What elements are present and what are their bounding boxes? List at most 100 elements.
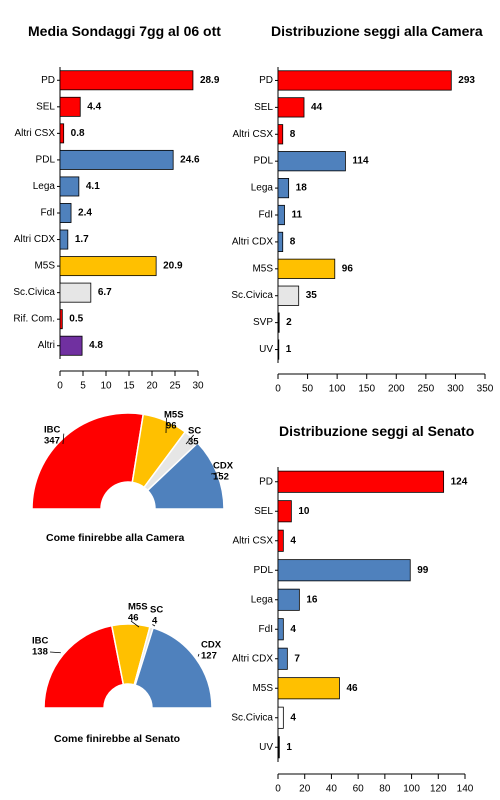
- value-label: 1.7: [75, 234, 89, 245]
- category-label: Altri CDX: [232, 653, 273, 664]
- value-label: 293: [458, 75, 475, 86]
- bar: [59, 203, 72, 223]
- slice-value-label: 127: [201, 651, 217, 662]
- value-label: 11: [292, 210, 303, 221]
- bar: [59, 176, 80, 197]
- bar-chart-0: [57, 67, 199, 376]
- camera-halfpie-caption: Come finirebbe alla Camera: [46, 532, 185, 544]
- value-label: 1: [286, 742, 292, 753]
- category-label: PD: [259, 476, 273, 487]
- leader-line: [62, 433, 65, 445]
- value-label: 8: [290, 236, 296, 247]
- bar: [277, 500, 292, 523]
- slice-name-label: CDX: [213, 461, 234, 472]
- value-label: 10: [298, 506, 310, 517]
- value-label: 35: [306, 290, 318, 301]
- slice-value-label: 46: [128, 613, 139, 624]
- slice-cdx: [134, 626, 213, 709]
- bar: [277, 231, 284, 252]
- bar: [277, 706, 284, 729]
- bar: [277, 178, 290, 199]
- bar: [277, 339, 280, 360]
- slice-value-label: 35: [188, 437, 199, 448]
- x-tick-label: 300: [447, 384, 464, 395]
- x-tick-label: 15: [123, 381, 135, 392]
- x-tick-label: 10: [100, 381, 112, 392]
- bar-chart-2: [275, 467, 466, 779]
- bar: [277, 529, 284, 552]
- bar: [277, 124, 284, 145]
- bar: [277, 258, 336, 279]
- value-label: 44: [311, 102, 323, 113]
- bar: [59, 282, 92, 303]
- category-label: FdI: [259, 210, 273, 221]
- bar: [277, 204, 285, 226]
- bar: [277, 97, 305, 118]
- bar: [277, 559, 411, 582]
- category-label: Altri CDX: [232, 236, 273, 247]
- x-tick-label: 50: [302, 384, 314, 395]
- category-label: PDL: [254, 565, 274, 576]
- leader-line: [49, 651, 61, 654]
- leader-line: [185, 434, 194, 445]
- bar: [277, 736, 280, 759]
- bar: [59, 96, 81, 117]
- slice-ibc: [31, 412, 145, 510]
- category-label: PD: [41, 75, 55, 86]
- category-label: PD: [259, 75, 273, 86]
- value-label: 16: [306, 594, 318, 605]
- value-label: 4: [290, 535, 296, 546]
- x-tick-label: 0: [275, 784, 281, 795]
- category-label: Altri CDX: [14, 234, 55, 245]
- poll-chart-title: Media Sondaggi 7gg al 06 ott: [28, 23, 221, 39]
- x-tick-label: 120: [430, 784, 447, 795]
- slice-name-label: IBC: [44, 425, 61, 436]
- value-label: 28.9: [200, 75, 220, 86]
- category-label: M5S: [252, 683, 273, 694]
- x-tick-label: 0: [275, 384, 281, 395]
- category-label: SVP: [253, 317, 273, 328]
- half-donut-4: [43, 620, 213, 709]
- category-label: SEL: [36, 101, 55, 112]
- x-tick-label: 25: [169, 381, 181, 392]
- value-label: 4: [290, 624, 296, 635]
- value-label: 24.6: [180, 154, 200, 165]
- value-label: 99: [417, 565, 429, 576]
- category-label: PDL: [254, 156, 274, 167]
- x-tick-label: 250: [418, 384, 435, 395]
- category-label: Sc.Civica: [231, 290, 273, 301]
- value-label: 18: [296, 183, 308, 194]
- slice-name-label: M5S: [164, 410, 184, 421]
- value-label: 0.8: [71, 128, 85, 139]
- bar: [277, 618, 284, 641]
- category-label: M5S: [252, 263, 273, 274]
- leader-line: [130, 620, 140, 628]
- value-label: 124: [451, 476, 468, 487]
- category-label: Lega: [33, 181, 56, 192]
- bar: [59, 70, 194, 91]
- bar: [59, 256, 157, 277]
- value-label: 2: [286, 317, 292, 328]
- category-label: Rif. Com.: [13, 314, 55, 325]
- category-label: PDL: [36, 154, 56, 165]
- bar: [277, 588, 300, 611]
- value-label: 6.7: [98, 287, 112, 298]
- value-label: 4.8: [89, 340, 103, 351]
- bar: [277, 70, 452, 91]
- category-label: FdI: [41, 208, 55, 219]
- slice-name-label: IBC: [32, 636, 49, 647]
- x-tick-label: 100: [403, 784, 420, 795]
- slice-name-label: M5S: [128, 602, 148, 613]
- x-tick-label: 80: [379, 784, 391, 795]
- category-label: Altri CSX: [232, 129, 273, 140]
- x-tick-label: 100: [329, 384, 346, 395]
- bar: [277, 285, 300, 306]
- category-label: UV: [259, 344, 273, 355]
- x-tick-label: 350: [477, 384, 494, 395]
- bar: [277, 470, 445, 493]
- x-tick-label: 150: [358, 384, 375, 395]
- category-label: SEL: [254, 102, 273, 113]
- x-tick-label: 140: [457, 784, 474, 795]
- slice-value-label: 152: [213, 472, 229, 483]
- category-label: UV: [259, 742, 273, 753]
